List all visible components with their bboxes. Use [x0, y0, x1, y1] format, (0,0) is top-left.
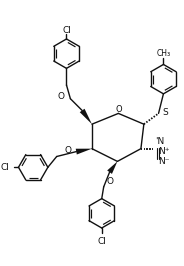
Text: 'N: 'N: [156, 137, 165, 146]
Text: Cl: Cl: [1, 163, 10, 172]
Text: N⁺: N⁺: [159, 147, 170, 156]
Text: O: O: [64, 146, 71, 155]
Text: Cl: Cl: [62, 26, 71, 35]
Text: CH₃: CH₃: [156, 49, 171, 58]
Text: O: O: [58, 92, 65, 101]
Text: O: O: [115, 105, 122, 114]
Polygon shape: [80, 109, 92, 124]
Text: S: S: [162, 108, 168, 117]
Polygon shape: [107, 161, 117, 174]
Text: N⁻: N⁻: [159, 157, 170, 166]
Text: Cl: Cl: [97, 237, 106, 246]
Polygon shape: [76, 149, 92, 155]
Text: O: O: [106, 177, 113, 186]
